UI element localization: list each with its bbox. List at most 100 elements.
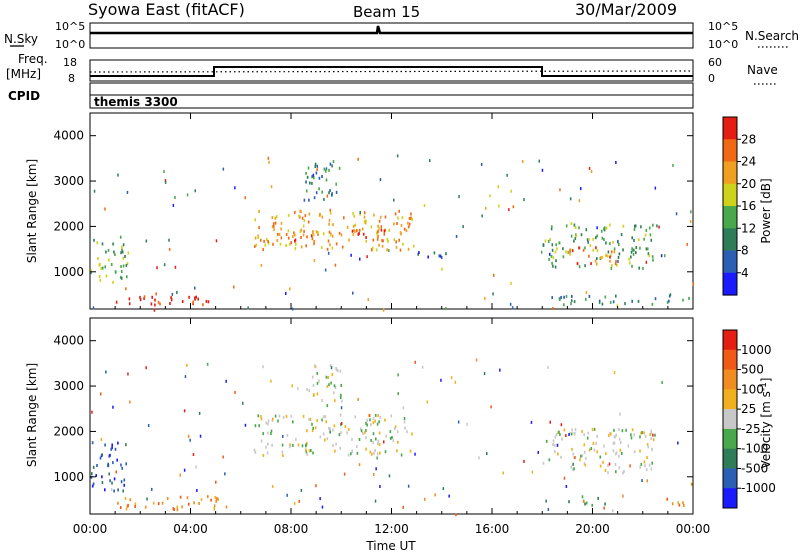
- heat-cell: [291, 384, 293, 388]
- heat-cell: [101, 475, 103, 479]
- ytick-label: 2000: [53, 424, 84, 438]
- heat-cell: [585, 456, 587, 460]
- heat-cell: [195, 465, 197, 469]
- nsky-panel: [89, 22, 694, 49]
- heat-cell: [120, 480, 123, 484]
- heat-cell: [324, 268, 327, 272]
- heat-cell: [97, 257, 99, 260]
- heat-cell: [403, 420, 406, 424]
- heat-cell: [334, 449, 336, 453]
- heat-cell: [157, 300, 160, 304]
- heat-cell: [289, 443, 291, 447]
- heat-cell: [609, 223, 611, 227]
- heat-cell: [374, 449, 376, 452]
- heat-cell: [258, 226, 260, 230]
- heat-cell: [574, 456, 576, 460]
- heat-cell: [634, 224, 636, 228]
- heat-cell: [573, 300, 576, 304]
- heat-cell: [623, 469, 625, 473]
- heat-cell: [675, 212, 678, 216]
- heat-cell: [360, 429, 363, 433]
- heat-cell: [373, 473, 375, 476]
- heat-cell: [570, 222, 573, 226]
- heat-cell: [677, 501, 679, 505]
- heat-cell: [258, 209, 260, 213]
- heat-cell: [570, 299, 573, 303]
- heat-cell: [259, 238, 262, 242]
- heat-cell: [335, 190, 338, 194]
- heat-cell: [600, 229, 603, 233]
- heat-cell: [329, 211, 332, 215]
- heat-cell: [319, 212, 321, 216]
- heat-cell: [359, 257, 361, 261]
- heat-cell: [260, 415, 262, 418]
- heat-cell: [593, 448, 596, 452]
- heat-cell: [654, 297, 657, 301]
- heat-cell: [635, 246, 638, 249]
- heat-cell: [379, 215, 382, 219]
- heat-cell: [114, 447, 117, 451]
- heat-cell: [312, 426, 314, 430]
- heat-cell: [647, 252, 650, 256]
- heat-cell: [351, 229, 354, 233]
- heat-cell: [397, 392, 399, 396]
- heat-cell: [90, 475, 93, 479]
- heat-cell: [376, 452, 379, 456]
- heat-cell: [588, 166, 591, 170]
- heat-cell: [581, 454, 584, 457]
- heat-cell: [333, 391, 335, 395]
- heat-cell: [122, 256, 125, 260]
- heat-cell: [168, 238, 170, 242]
- heat-cell: [648, 226, 651, 230]
- heat-cell: [315, 171, 318, 175]
- heat-cell: [568, 433, 570, 436]
- heat-cell: [262, 365, 264, 369]
- heat-cell: [264, 243, 266, 247]
- heat-cell: [101, 242, 104, 246]
- heat-cell: [267, 419, 270, 423]
- heat-cell: [308, 212, 311, 216]
- heat-cell: [551, 296, 553, 300]
- heat-cell: [117, 501, 119, 505]
- heat-cell: [508, 208, 510, 212]
- heat-cell: [199, 434, 202, 438]
- heat-cell: [438, 254, 441, 258]
- heat-cell: [612, 441, 615, 445]
- heat-cell: [196, 489, 198, 492]
- heat-cell: [150, 302, 153, 306]
- heat-cell: [305, 450, 308, 454]
- heat-cell: [125, 263, 128, 267]
- heat-cell: [330, 366, 333, 370]
- heat-cell: [117, 441, 119, 445]
- heat-cell: [247, 306, 249, 310]
- heat-cell: [115, 300, 118, 304]
- heat-cell: [169, 302, 171, 305]
- heat-cell: [215, 499, 217, 503]
- heat-cell: [215, 239, 218, 243]
- heat-cell: [331, 373, 334, 377]
- heat-cell: [628, 257, 630, 261]
- nsky-series: [90, 25, 693, 35]
- heat-cell: [441, 267, 443, 271]
- ytick-label: 4000: [53, 129, 84, 143]
- heat-cell: [105, 370, 107, 374]
- heat-cell: [570, 432, 573, 436]
- heat-cell: [541, 168, 544, 172]
- heat-cell: [306, 235, 308, 239]
- heat-cell: [645, 228, 648, 232]
- heat-cell: [329, 233, 332, 237]
- heat-cell: [402, 406, 405, 410]
- heat-cell: [192, 302, 194, 306]
- colorbar-cell: [723, 428, 737, 450]
- heat-cell: [287, 213, 290, 217]
- heat-cell: [202, 303, 204, 307]
- heat-cell: [115, 270, 117, 274]
- heat-cell: [578, 265, 581, 269]
- nave-label: Nave: [747, 63, 778, 77]
- heat-cell: [270, 185, 273, 189]
- heat-cell: [120, 265, 122, 268]
- heat-cell: [677, 441, 679, 445]
- heat-cell: [426, 400, 429, 404]
- heat-cell: [312, 173, 315, 177]
- heat-cell: [333, 384, 336, 388]
